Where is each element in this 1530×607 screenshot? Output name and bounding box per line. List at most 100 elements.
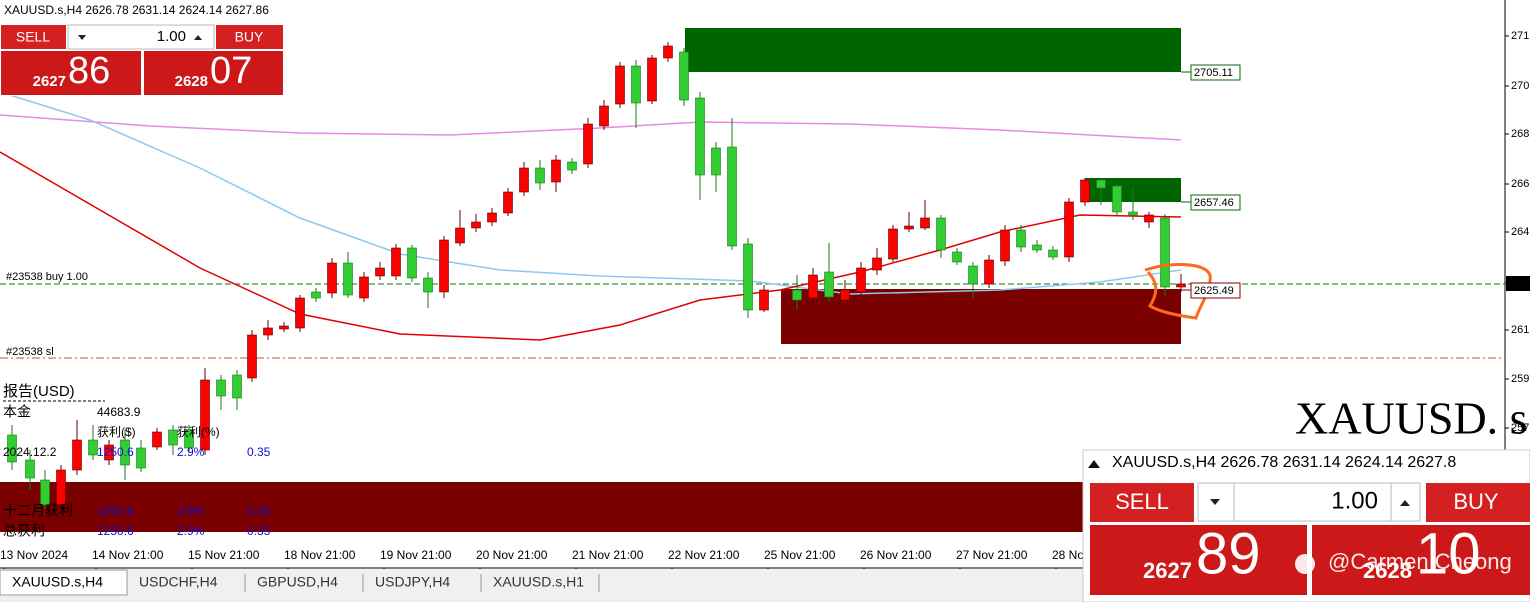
ask-box[interactable] xyxy=(144,51,283,95)
candle-part xyxy=(663,45,673,59)
tab[interactable]: XAUUSD.s,H4 xyxy=(12,574,103,590)
sell-button[interactable] xyxy=(1090,483,1194,522)
collapse-icon[interactable] xyxy=(1088,460,1100,468)
time-label: 21 Nov 21:00 xyxy=(572,548,644,562)
candle xyxy=(968,262,978,298)
candle-part xyxy=(1160,217,1170,288)
candle-part xyxy=(120,439,130,466)
report-label: 2024.12.2 xyxy=(3,445,57,459)
candle-part xyxy=(216,379,226,397)
candle-part xyxy=(695,97,705,176)
tabs: XAUUSD.s,H4 USDCHF,H4 GBPUSD,H4 USDJPY,H4 XA… xyxy=(0,569,600,596)
tab[interactable]: XAUUSD.s,H1 xyxy=(493,574,584,590)
candle-part xyxy=(711,147,721,176)
buy-label: BUY xyxy=(1453,489,1499,514)
candle-part xyxy=(7,434,17,463)
report-value: 1250.6 xyxy=(97,504,134,518)
price-axis: 271270268266264262261259257 xyxy=(1505,30,1529,434)
candle xyxy=(359,272,369,302)
ask-prefix: 2628 xyxy=(175,73,208,90)
candle-part xyxy=(615,65,625,105)
candle xyxy=(872,248,882,275)
candle xyxy=(535,160,545,190)
candle xyxy=(247,330,257,382)
candle xyxy=(311,288,321,302)
candle-part xyxy=(583,123,593,165)
candle xyxy=(1080,178,1090,206)
current-price-box xyxy=(1506,276,1530,291)
tab[interactable]: USDJPY,H4 xyxy=(375,574,450,590)
ma-line xyxy=(0,151,1182,341)
candle-part xyxy=(952,251,962,263)
volume-field[interactable] xyxy=(67,24,215,50)
price-tick-label: 257 xyxy=(1511,422,1529,434)
buy-button[interactable] xyxy=(1426,483,1530,522)
price-label: 2625.49 xyxy=(1194,285,1234,297)
candle-part xyxy=(104,444,114,461)
candle-part xyxy=(824,271,834,298)
candle-part xyxy=(599,105,609,127)
candle xyxy=(1160,214,1170,296)
candle-part xyxy=(872,257,882,271)
candle xyxy=(471,214,481,232)
volume-field[interactable] xyxy=(1197,482,1421,522)
bid-box[interactable] xyxy=(1090,525,1307,595)
tab-active[interactable] xyxy=(0,569,128,596)
bid-box[interactable] xyxy=(1,51,141,95)
tab[interactable]: GBPUSD,H4 xyxy=(257,574,338,590)
candle xyxy=(808,268,818,330)
time-label: 22 Nov 21:00 xyxy=(668,548,740,562)
candle xyxy=(583,118,593,168)
supply-zone xyxy=(685,28,1181,72)
candle xyxy=(375,262,385,280)
candle-part xyxy=(391,247,401,277)
candle-part xyxy=(968,265,978,285)
candle-part xyxy=(295,297,305,329)
candle xyxy=(200,368,210,455)
candle-part xyxy=(88,439,98,456)
candle xyxy=(695,92,705,200)
time-label: 25 Nov 21:00 xyxy=(764,548,836,562)
price-label-box xyxy=(1190,282,1241,299)
candle xyxy=(727,118,737,250)
report-label: 十二月获利 xyxy=(3,503,73,519)
candle-part xyxy=(1000,229,1010,262)
price-tick-label: 271 xyxy=(1511,30,1529,42)
candle xyxy=(840,280,850,302)
candle-part xyxy=(631,65,641,104)
bid-prefix: 2627 xyxy=(33,73,66,90)
candle-part xyxy=(25,459,35,479)
ask-box[interactable] xyxy=(1312,525,1530,595)
candle-part xyxy=(56,469,66,506)
tab[interactable]: USDCHF,H4 xyxy=(139,574,218,590)
candle xyxy=(984,255,994,288)
price-tick-label: 270 xyxy=(1511,80,1529,92)
report-label: 总获利 xyxy=(3,523,45,539)
buy-label: BUY xyxy=(235,29,264,45)
candle-part xyxy=(168,429,178,446)
time-label: 18 Nov 21:00 xyxy=(284,548,356,562)
candle xyxy=(423,272,433,308)
order-label: #23538 sl xyxy=(6,346,54,358)
candle-part xyxy=(535,167,545,184)
candle-part xyxy=(551,159,561,183)
candle-part xyxy=(1144,214,1154,223)
candle xyxy=(168,425,178,455)
price-labels: 2705.11 2657.46 2625.49 xyxy=(1181,64,1241,299)
candle-part xyxy=(1032,244,1042,251)
ma-line xyxy=(0,91,1182,295)
candle-part xyxy=(1064,201,1074,258)
candle xyxy=(136,440,146,472)
candle xyxy=(327,258,337,298)
candle xyxy=(120,430,130,480)
candles xyxy=(7,42,1186,510)
buy-button[interactable] xyxy=(216,25,283,49)
ask-big: 10 xyxy=(1416,521,1481,586)
candle xyxy=(391,244,401,280)
report-value: 1250.6 xyxy=(97,524,134,538)
sell-button[interactable] xyxy=(1,25,66,49)
report-value: 0.35 xyxy=(247,504,271,518)
price-label: 2657.46 xyxy=(1194,197,1234,209)
candle xyxy=(711,142,721,192)
